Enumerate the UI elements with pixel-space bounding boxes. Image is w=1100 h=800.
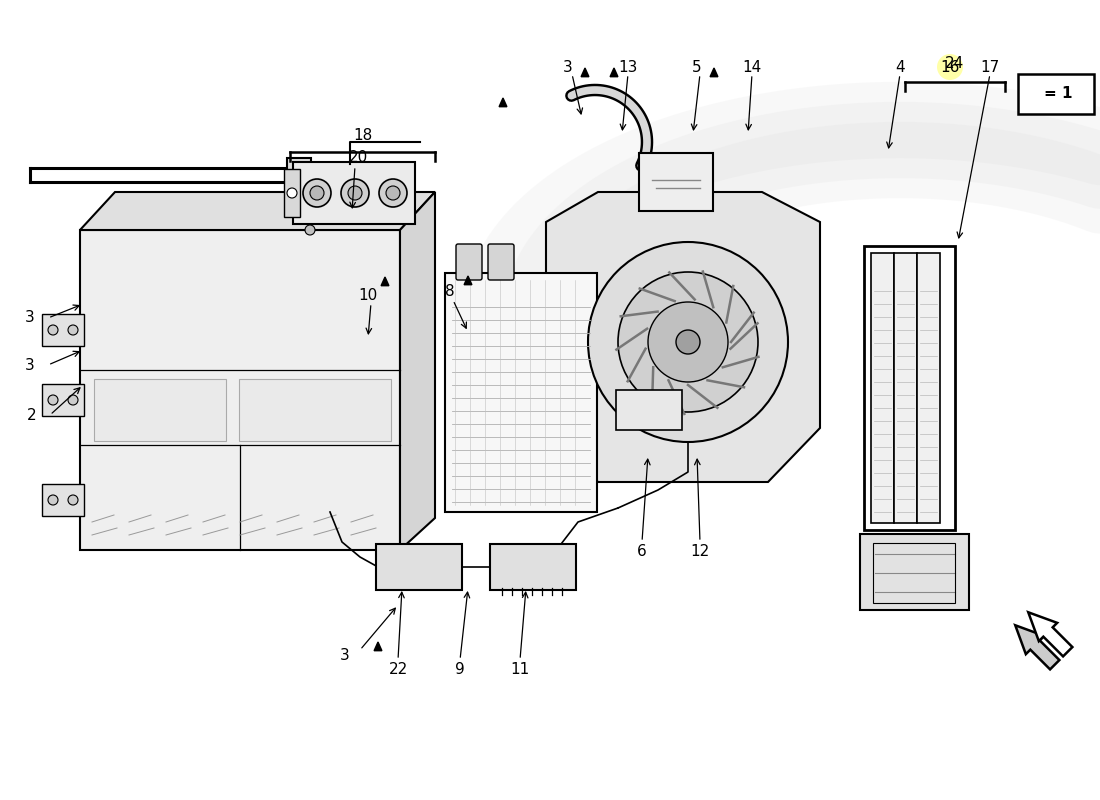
Text: 9: 9	[455, 662, 465, 678]
FancyBboxPatch shape	[42, 384, 84, 416]
Circle shape	[676, 330, 700, 354]
Polygon shape	[400, 192, 434, 550]
Text: eu: eu	[133, 326, 287, 434]
Text: 20: 20	[349, 150, 367, 166]
Circle shape	[379, 179, 407, 207]
Text: 13: 13	[618, 59, 638, 74]
Circle shape	[68, 395, 78, 405]
Circle shape	[348, 186, 362, 200]
Text: 14: 14	[742, 59, 761, 74]
Text: 6: 6	[637, 545, 647, 559]
Text: 18: 18	[353, 127, 372, 142]
Text: 4: 4	[895, 59, 905, 74]
FancyBboxPatch shape	[42, 484, 84, 516]
FancyBboxPatch shape	[894, 253, 917, 523]
Polygon shape	[546, 192, 820, 482]
FancyBboxPatch shape	[639, 153, 713, 211]
Circle shape	[310, 186, 324, 200]
FancyBboxPatch shape	[94, 379, 225, 441]
FancyBboxPatch shape	[1018, 74, 1094, 114]
Polygon shape	[80, 230, 400, 550]
FancyBboxPatch shape	[616, 390, 682, 430]
Text: 8: 8	[446, 285, 454, 299]
FancyBboxPatch shape	[490, 544, 576, 590]
FancyBboxPatch shape	[446, 273, 597, 512]
Circle shape	[48, 495, 58, 505]
Circle shape	[305, 225, 315, 235]
Circle shape	[302, 179, 331, 207]
FancyBboxPatch shape	[456, 244, 482, 280]
Text: 12: 12	[691, 545, 710, 559]
Circle shape	[68, 325, 78, 335]
Text: 2: 2	[28, 407, 36, 422]
Text: = 1: = 1	[1044, 86, 1072, 102]
Circle shape	[618, 272, 758, 412]
Polygon shape	[464, 276, 472, 285]
Text: 11: 11	[510, 662, 529, 678]
Polygon shape	[1030, 88, 1037, 97]
Circle shape	[48, 325, 58, 335]
Circle shape	[287, 188, 297, 198]
Circle shape	[588, 242, 788, 442]
FancyBboxPatch shape	[293, 162, 415, 224]
Polygon shape	[381, 277, 389, 286]
FancyBboxPatch shape	[488, 244, 514, 280]
Circle shape	[386, 186, 400, 200]
Polygon shape	[581, 68, 589, 77]
Circle shape	[68, 495, 78, 505]
FancyBboxPatch shape	[287, 158, 311, 193]
Text: 22: 22	[388, 662, 408, 678]
Polygon shape	[1028, 612, 1072, 656]
Text: 24: 24	[945, 55, 965, 70]
Polygon shape	[711, 68, 718, 77]
Text: 3: 3	[25, 310, 35, 326]
Text: 3: 3	[340, 647, 350, 662]
Text: 10: 10	[359, 287, 377, 302]
FancyBboxPatch shape	[239, 379, 390, 441]
Text: a passion
since 1985: a passion since 1985	[233, 391, 427, 498]
Polygon shape	[374, 642, 382, 650]
Circle shape	[341, 179, 368, 207]
FancyBboxPatch shape	[917, 253, 940, 523]
Text: 3: 3	[25, 358, 35, 373]
Circle shape	[937, 54, 962, 80]
Text: 5: 5	[692, 59, 702, 74]
FancyBboxPatch shape	[860, 534, 969, 610]
Polygon shape	[499, 98, 507, 106]
Polygon shape	[610, 68, 618, 77]
Polygon shape	[80, 192, 434, 230]
Circle shape	[648, 302, 728, 382]
Polygon shape	[1015, 626, 1059, 670]
Circle shape	[48, 395, 58, 405]
FancyBboxPatch shape	[42, 314, 84, 346]
Text: 17: 17	[980, 59, 1000, 74]
Text: 16: 16	[940, 59, 959, 74]
FancyBboxPatch shape	[376, 544, 462, 590]
FancyBboxPatch shape	[871, 253, 894, 523]
Text: 3: 3	[563, 59, 573, 74]
FancyBboxPatch shape	[284, 169, 300, 217]
